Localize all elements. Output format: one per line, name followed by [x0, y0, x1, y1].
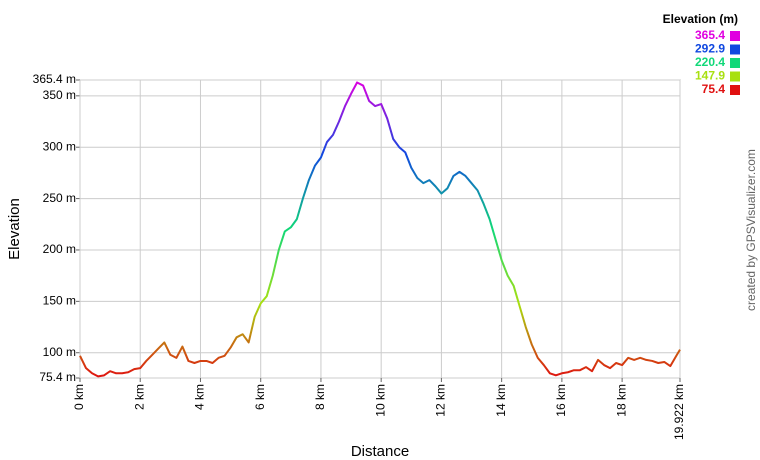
- y-tick-label: 250 m: [43, 191, 76, 205]
- x-tick-label: 14 km: [494, 384, 508, 417]
- y-tick-label: 300 m: [43, 139, 76, 153]
- x-tick-label: 18 km: [614, 384, 628, 417]
- x-tick-label: 19.922 km: [672, 384, 686, 440]
- y-tick-label: 350 m: [43, 88, 76, 102]
- x-tick-label: 10 km: [373, 384, 387, 417]
- y-tick-label: 200 m: [43, 242, 76, 256]
- legend-swatch: [730, 58, 740, 68]
- legend-label: 220.4: [695, 55, 725, 69]
- legend-swatch: [730, 44, 740, 55]
- y-axis-title: Elevation: [6, 198, 23, 260]
- legend-swatch: [730, 85, 740, 95]
- x-tick-label: 4 km: [193, 384, 207, 410]
- legend-label: 365.4: [695, 28, 725, 42]
- y-tick-label: 100 m: [43, 345, 76, 359]
- x-tick-label: 8 km: [313, 384, 327, 410]
- x-axis-title: Distance: [351, 443, 409, 460]
- y-tick-label: 365.4 m: [33, 72, 76, 86]
- legend-label: 292.9: [695, 42, 725, 56]
- plot-area: [79, 79, 681, 379]
- credit: created by GPSVisualizer.com: [744, 149, 758, 311]
- y-tick-label: 150 m: [43, 294, 76, 308]
- legend-swatch: [730, 31, 740, 41]
- y-tick-label: 75.4 m: [39, 370, 76, 384]
- legend-label: 75.4: [702, 82, 726, 96]
- x-tick-label: 0 km: [72, 384, 86, 410]
- legend-label: 147.9: [695, 69, 725, 83]
- elevation-line: [79, 81, 681, 378]
- x-tick-label: 2 km: [132, 384, 146, 410]
- legend-title: Elevation (m): [663, 12, 738, 26]
- x-tick-label: 16 km: [554, 384, 568, 417]
- x-tick-label: 12 km: [434, 384, 448, 417]
- legend-swatch: [730, 71, 740, 82]
- x-tick-label: 6 km: [253, 384, 267, 410]
